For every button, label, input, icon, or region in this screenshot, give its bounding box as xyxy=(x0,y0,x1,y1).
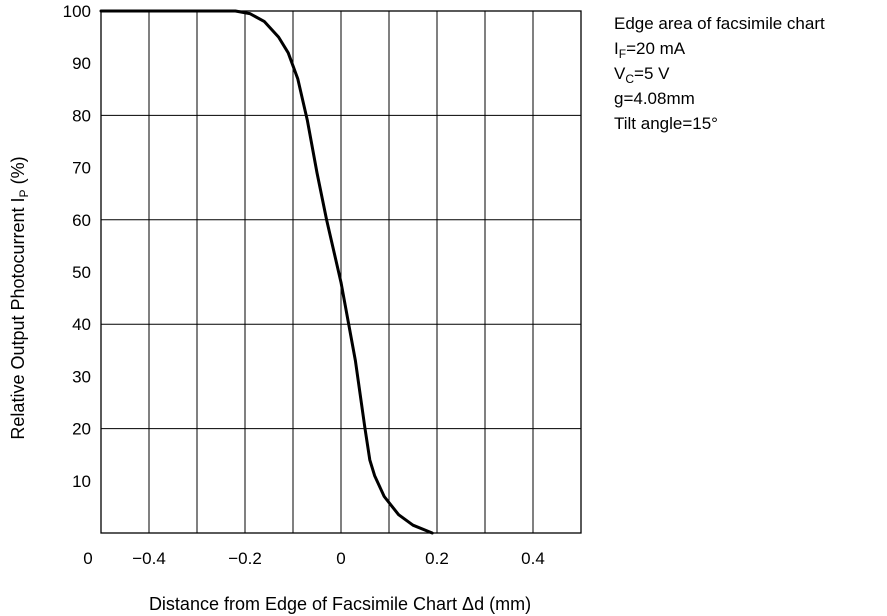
annotation-line-1: Edge area of facsimile chart xyxy=(614,14,825,33)
y-tick-label: 10 xyxy=(72,472,91,491)
annotation-line-4: g=4.08mm xyxy=(614,89,695,108)
y-tick-label: 40 xyxy=(72,315,91,334)
y-tick-label: 20 xyxy=(72,420,91,439)
annotation-if-value: =20 mA xyxy=(626,39,686,58)
annotation-vc-main: V xyxy=(614,64,626,83)
x-tick-label: 0.2 xyxy=(425,549,449,568)
y-tick-label: 90 xyxy=(72,54,91,73)
x-tick-label: −0.4 xyxy=(132,549,166,568)
annotation-vc-value: =5 V xyxy=(634,64,670,83)
grid-lines xyxy=(101,10,581,533)
plot-frame xyxy=(100,10,582,534)
y-tick-label: 80 xyxy=(72,106,91,125)
annotation-if-subscript: F xyxy=(619,47,626,61)
svg-text:IF=20 mA: IF=20 mA xyxy=(614,39,686,61)
y-tick-label: 60 xyxy=(72,211,91,230)
y-tick-label: 100 xyxy=(63,2,91,21)
x-tick-labels: 0 −0.4 −0.2 0 0.2 0.4 xyxy=(83,549,545,568)
y-axis-label-subscript: P xyxy=(17,189,31,197)
y-axis-label: Relative Output Photocurrent IP (%) xyxy=(8,156,31,439)
conditions-annotation: Edge area of facsimile chart IF=20 mA VC… xyxy=(614,14,825,133)
x-tick-label: 0.4 xyxy=(521,549,545,568)
annotation-if-main: I xyxy=(614,39,619,58)
x-tick-label: 0 xyxy=(336,549,345,568)
annotation-line-5: Tilt angle=15° xyxy=(614,114,718,133)
x-tick-label: −0.2 xyxy=(228,549,262,568)
y-tick-labels: 100 90 80 70 60 50 40 30 20 10 xyxy=(63,2,91,491)
x-axis-label: Distance from Edge of Facsimile Chart Δd… xyxy=(149,594,531,614)
y-tick-label: 50 xyxy=(72,263,91,282)
svg-text:VC=5 V: VC=5 V xyxy=(614,64,670,86)
annotation-vc-subscript: C xyxy=(625,72,634,86)
y-tick-label: 70 xyxy=(72,159,91,178)
photocurrent-curve xyxy=(99,9,434,535)
y-tick-label: 30 xyxy=(72,367,91,386)
y-axis-label-unit: (%) xyxy=(8,156,28,189)
x-tick-label: 0 xyxy=(83,549,92,568)
y-axis-label-main: Relative Output Photocurrent I xyxy=(8,197,28,439)
